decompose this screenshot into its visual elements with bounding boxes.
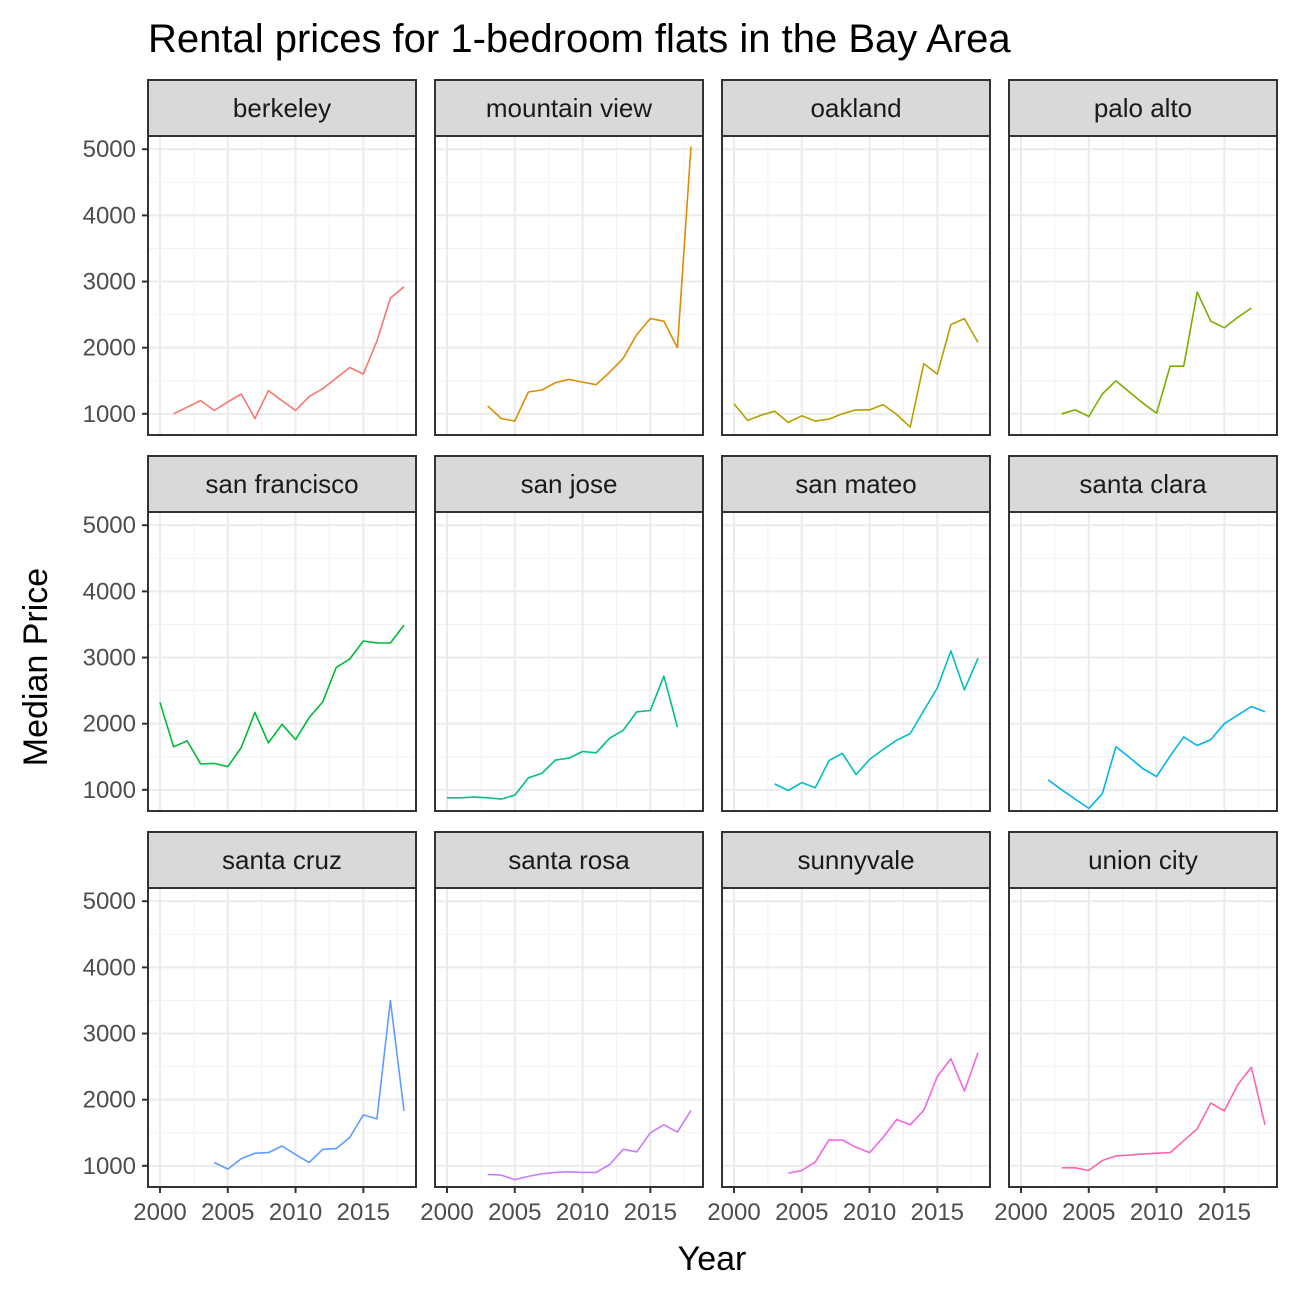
facet-strip [147,455,417,513]
x-tick-label: 2010 [843,1199,896,1226]
y-tick-label: 2000 [83,335,136,362]
panel-background [722,888,990,1187]
chart-title: Rental prices for 1-bedroom flats in the… [148,17,1011,61]
facet-strip-label: santa clara [1079,469,1207,499]
facet-strip-label: santa cruz [222,845,342,875]
series-line [447,675,679,800]
x-tick-label: 2005 [1062,1199,1115,1226]
facet-panel: oakland [721,79,991,436]
x-tick-label: 2005 [201,1199,254,1226]
y-tick-label: 2000 [83,1087,136,1114]
y-tick-label: 2000 [83,711,136,738]
facet-panel: berkeley 1000 2000 3000 4000 5000 [83,79,417,436]
series-line [487,1109,692,1181]
y-tick-label: 5000 [83,888,136,915]
facet-panel: union city 2000 2005 2010 2015 [994,831,1278,1226]
y-tick-label: 5000 [83,136,136,163]
series-line [774,650,979,792]
facet-strip [434,455,704,513]
series-line [1061,1066,1266,1172]
facet-strip-label: san mateo [795,469,916,499]
x-tick-label: 2000 [133,1199,186,1226]
y-tick-label: 4000 [83,578,136,605]
facet-strip [721,831,991,889]
x-tick-label: 2000 [707,1199,760,1226]
x-tick-label: 2015 [337,1199,390,1226]
facet-strip [147,831,417,889]
facet-strip-label: santa rosa [508,845,630,875]
facet-panel: santa cruz 1000 2000 3000 4000 5000 2000 2005 20… [83,831,417,1226]
x-tick-label: 2000 [420,1199,473,1226]
panel-background [148,888,416,1187]
x-tick-label: 2005 [488,1199,541,1226]
x-axis-title: Year [678,1240,747,1278]
series-line [213,999,405,1170]
facet-strip [721,455,991,513]
facet-panel: san mateo [721,455,991,812]
facet-panel: sunnyvale 2000 2005 2010 2015 [707,831,991,1226]
y-tick-label: 3000 [83,645,136,672]
series-line [788,1052,979,1174]
series-line [1047,705,1266,810]
facet-panel: santa rosa 2000 2005 2010 2015 [420,831,704,1226]
x-tick-label: 2010 [556,1199,609,1226]
panel-background [1009,136,1277,435]
x-tick-label: 2015 [624,1199,677,1226]
y-tick-label: 1000 [83,1153,136,1180]
facet-panel: san jose [434,455,704,812]
panel-background [148,136,416,435]
facet-strip-label: san francisco [205,469,358,499]
y-tick-label: 1000 [83,401,136,428]
x-tick-label: 2005 [775,1199,828,1226]
x-tick-label: 2010 [269,1199,322,1226]
facet-panel: palo alto [1008,79,1278,436]
y-tick-label: 4000 [83,202,136,229]
facet-strip-label: palo alto [1094,93,1192,123]
panel-background [435,512,703,811]
y-tick-label: 3000 [83,269,136,296]
facet-panels: berkeley 1000 2000 3000 4000 5000 mountain vie… [83,79,1278,1226]
x-tick-label: 2000 [994,1199,1047,1226]
y-tick-label: 3000 [83,1021,136,1048]
facet-panel: santa clara [1008,455,1278,812]
facet-strip-label: oakland [810,93,901,123]
facet-strip [1008,79,1278,137]
y-tick-label: 4000 [83,954,136,981]
panel-background [722,512,990,811]
facet-strip-label: san jose [521,469,618,499]
y-axis-title: Median Price [17,568,55,766]
panel-background [1009,512,1277,811]
panel-background [435,888,703,1187]
series-line [1061,291,1252,418]
x-tick-label: 2010 [1130,1199,1183,1226]
series-line [173,286,405,420]
facet-strip [1008,455,1278,513]
facet-strip [1008,831,1278,889]
series-line [487,146,692,422]
y-tick-label: 1000 [83,777,136,804]
facet-strip [434,79,704,137]
x-tick-label: 2015 [1198,1199,1251,1226]
panel-background [722,136,990,435]
facet-panel: san francisco 1000 2000 3000 4000 5000 [83,455,417,812]
series-line [733,317,979,428]
facet-strip-label: union city [1088,845,1198,875]
facet-panel: mountain view [434,79,704,436]
facet-strip [434,831,704,889]
panel-background [435,136,703,435]
facet-strip [147,79,417,137]
facet-strip-label: sunnyvale [797,845,914,875]
series-line [159,624,405,768]
facet-strip-label: mountain view [486,93,652,123]
panel-background [1009,888,1277,1187]
y-tick-label: 5000 [83,512,136,539]
facet-strip [721,79,991,137]
x-tick-label: 2015 [911,1199,964,1226]
panel-background [148,512,416,811]
facet-strip-label: berkeley [233,93,331,123]
